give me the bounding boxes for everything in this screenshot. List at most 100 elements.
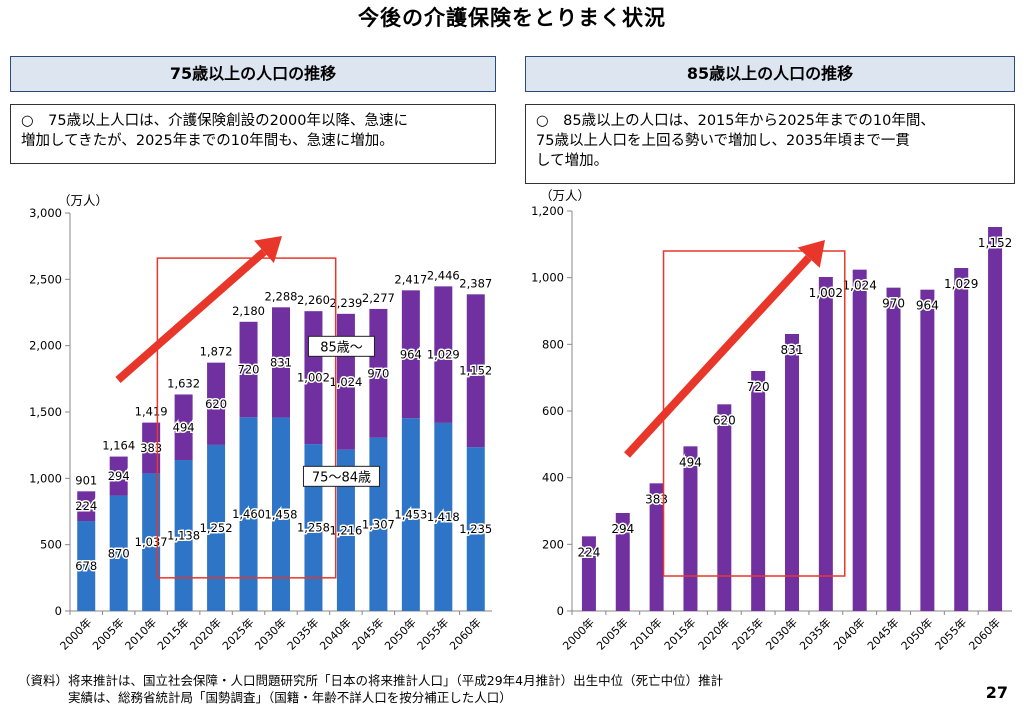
x-tick-label: 2015年 — [154, 615, 191, 652]
x-tick-label: 2055年 — [414, 615, 451, 652]
bar-85-plus — [581, 536, 596, 611]
x-tick-label: 2020年 — [695, 615, 732, 652]
value-label: 494 — [679, 455, 702, 469]
left-panel-header: 75歳以上の人口の推移 — [10, 56, 496, 92]
total-label: 2,446 — [427, 268, 460, 282]
label-75-84: 1,235 — [459, 522, 492, 536]
x-tick-label: 2035年 — [796, 615, 833, 652]
total-label: 2,387 — [459, 276, 492, 290]
x-tick-label: 2055年 — [932, 615, 969, 652]
x-tick-label: 2010年 — [122, 615, 159, 652]
value-label: 1,029 — [944, 277, 978, 291]
bar-85-plus — [988, 227, 1003, 611]
label-85-plus: 1,002 — [297, 371, 330, 385]
series-label-box-85 — [307, 335, 375, 357]
label-85-plus: 383 — [140, 441, 162, 455]
label-75-84: 1,460 — [232, 507, 265, 521]
label-75-84: 1,252 — [200, 521, 233, 535]
y-tick-label: 0 — [55, 604, 62, 618]
page-number: 27 — [985, 683, 1008, 702]
label-75-84: 1,458 — [265, 507, 298, 521]
bar-75-84 — [142, 473, 161, 611]
bar-75-84 — [434, 422, 453, 611]
total-label: 1,872 — [200, 345, 233, 359]
y-unit-label: （万人） — [540, 188, 590, 203]
right-panel-note: ○ 85歳以上の人口は、2015年から2025年までの10年間、 75歳以上人口… — [525, 104, 1015, 184]
left-stacked-bar-chart: （万人）05001,0001,5002,0002,5003,0002000年20… — [29, 193, 494, 653]
total-label: 1,419 — [135, 405, 168, 419]
bar-85-plus — [751, 371, 766, 611]
value-label: 1,152 — [978, 236, 1012, 250]
label-85-plus: 294 — [108, 469, 130, 483]
y-tick-label: 500 — [40, 538, 62, 552]
x-tick-label: 2060年 — [966, 615, 1003, 652]
bar-85-plus — [174, 394, 193, 461]
x-tick-label: 2045年 — [864, 615, 901, 652]
total-label: 2,180 — [232, 304, 265, 318]
x-tick-label: 2040年 — [830, 615, 867, 652]
label-75-84: 678 — [75, 559, 97, 573]
value-label: 720 — [747, 380, 770, 394]
y-tick-label: 1,500 — [29, 405, 62, 419]
label-75-84: 1,138 — [167, 529, 200, 543]
label-85-plus: 720 — [238, 363, 260, 377]
label-85-plus: 831 — [270, 355, 292, 369]
x-tick-label: 2050年 — [381, 615, 418, 652]
y-tick-label: 600 — [542, 404, 564, 418]
highlight-box — [156, 257, 337, 579]
label-75-84: 1,307 — [362, 517, 395, 531]
total-label: 2,260 — [297, 293, 330, 307]
trend-arrow-head — [797, 240, 825, 268]
value-label: 1,002 — [809, 286, 843, 300]
y-tick-label: 2,500 — [29, 272, 62, 286]
bar-85-plus — [785, 334, 799, 611]
value-label: 970 — [882, 297, 905, 311]
y-tick-label: 200 — [542, 537, 564, 551]
bar-75-84 — [174, 460, 193, 611]
bar-75-84 — [272, 417, 290, 611]
y-tick-label: 1,000 — [531, 271, 564, 285]
label-85-plus: 970 — [367, 366, 389, 380]
total-label: 2,288 — [265, 289, 298, 303]
bar-85-plus — [401, 290, 420, 419]
label-75-84: 1,037 — [135, 535, 168, 549]
trend-arrow-shaft — [115, 248, 267, 384]
total-label: 1,632 — [167, 376, 200, 390]
label-75-84: 1,216 — [329, 523, 362, 537]
y-unit-label: （万人） — [58, 193, 108, 208]
total-label: 1,164 — [102, 439, 135, 453]
bar-85-plus — [649, 483, 664, 611]
label-75-84: 1,258 — [297, 521, 330, 535]
series-label-85: 85歳〜 — [320, 340, 363, 355]
label-75-84: 1,453 — [394, 508, 427, 522]
label-85-plus: 1,024 — [329, 375, 362, 389]
x-tick-label: 2060年 — [446, 615, 483, 652]
label-85-plus: 964 — [400, 347, 422, 361]
value-label: 224 — [577, 545, 600, 559]
bar-85-plus — [954, 268, 969, 611]
bar-75-84 — [109, 495, 128, 611]
label-75-84: 1,418 — [427, 510, 460, 524]
y-tick-label: 1,200 — [531, 204, 564, 218]
bar-75-84 — [77, 521, 96, 611]
bar-85-plus — [466, 294, 485, 448]
trend-arrow-shaft — [624, 254, 812, 458]
label-85-plus: 224 — [75, 499, 97, 513]
value-label: 1,024 — [843, 279, 877, 293]
bar-85-plus — [272, 307, 290, 418]
bar-85-plus — [109, 456, 128, 496]
bar-75-84 — [239, 417, 258, 611]
y-tick-label: 400 — [542, 471, 564, 485]
total-label: 2,239 — [329, 296, 362, 310]
x-tick-label: 2030年 — [763, 615, 800, 652]
page-title: 今後の介護保険をとりまく状況 — [358, 6, 666, 30]
x-tick-label: 2025年 — [729, 615, 766, 652]
y-tick-label: 800 — [542, 337, 564, 351]
total-label: 901 — [75, 473, 97, 487]
bar-75-84 — [207, 444, 226, 611]
total-label: 2,277 — [362, 291, 395, 305]
total-label: 2,417 — [394, 272, 427, 286]
label-85-plus: 494 — [173, 420, 195, 434]
x-tick-label: 2020年 — [187, 615, 224, 652]
bar-85-plus — [717, 404, 732, 611]
